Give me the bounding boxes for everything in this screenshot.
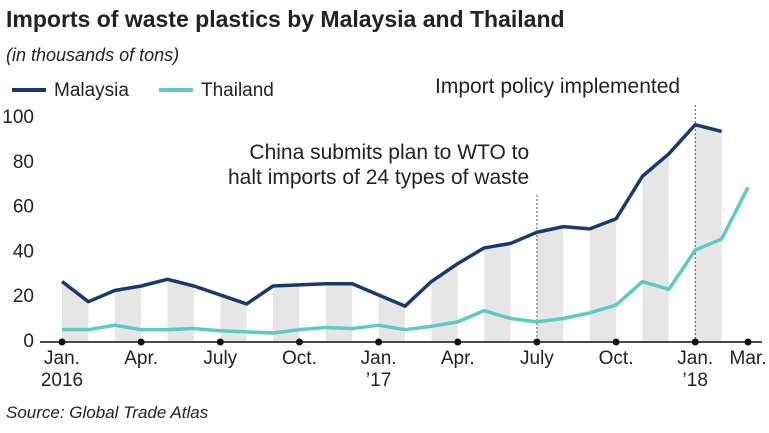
x-tick: [612, 338, 620, 346]
legend-label: Malaysia: [54, 80, 129, 101]
x-tick-label: Jan. ’18: [677, 348, 714, 391]
month-band: [62, 281, 89, 342]
x-tick-label: Mar.: [729, 348, 767, 369]
x-tick: [58, 338, 66, 346]
x-tick-label: Jan. ’17: [360, 348, 397, 391]
x-tick: [533, 338, 541, 346]
x-tick-label: Apr.: [440, 348, 475, 369]
y-tick-label: 80: [13, 152, 34, 173]
month-band: [536, 226, 564, 342]
x-tick-label: Oct.: [282, 348, 317, 369]
y-tick-label: 60: [13, 197, 34, 218]
y-tick-label: 100: [2, 107, 34, 128]
annotation: Import policy implemented: [425, 70, 691, 103]
month-band: [167, 279, 194, 342]
y-tick-label: 0: [23, 331, 34, 352]
series-line: [60, 122, 723, 308]
x-tick: [691, 338, 699, 346]
annotation: China submits plan to WTO to halt import…: [218, 136, 540, 194]
chart-title: Imports of waste plastics by Malaysia an…: [6, 6, 565, 32]
x-tick-label: July: [203, 348, 238, 369]
x-tick: [295, 338, 303, 346]
x-tick-label: Oct.: [598, 348, 634, 369]
x-tick-label: July: [520, 348, 554, 369]
x-tick: [454, 338, 462, 346]
month-band: [484, 243, 511, 342]
month-band: [114, 286, 142, 342]
x-tick: [216, 338, 224, 346]
x-tick: [744, 338, 752, 346]
month-band: [273, 284, 300, 342]
source: Source: Global Trade Atlas: [6, 403, 209, 422]
month-band: [431, 263, 458, 342]
x-tick-label: Jan. 2016: [40, 348, 84, 391]
y-tick-label: 40: [13, 241, 34, 262]
y-tick-label: 20: [13, 286, 34, 307]
month-band: [642, 153, 669, 342]
month-band: [695, 124, 722, 342]
subtitle: (in thousands of tons): [6, 45, 180, 65]
series-line: [62, 186, 750, 335]
x-tick-label: Apr.: [124, 348, 159, 369]
x-tick: [137, 338, 145, 346]
legend-label: Thailand: [201, 80, 274, 101]
month-band: [589, 218, 617, 342]
month-band: [325, 283, 353, 342]
x-tick: [375, 338, 383, 346]
